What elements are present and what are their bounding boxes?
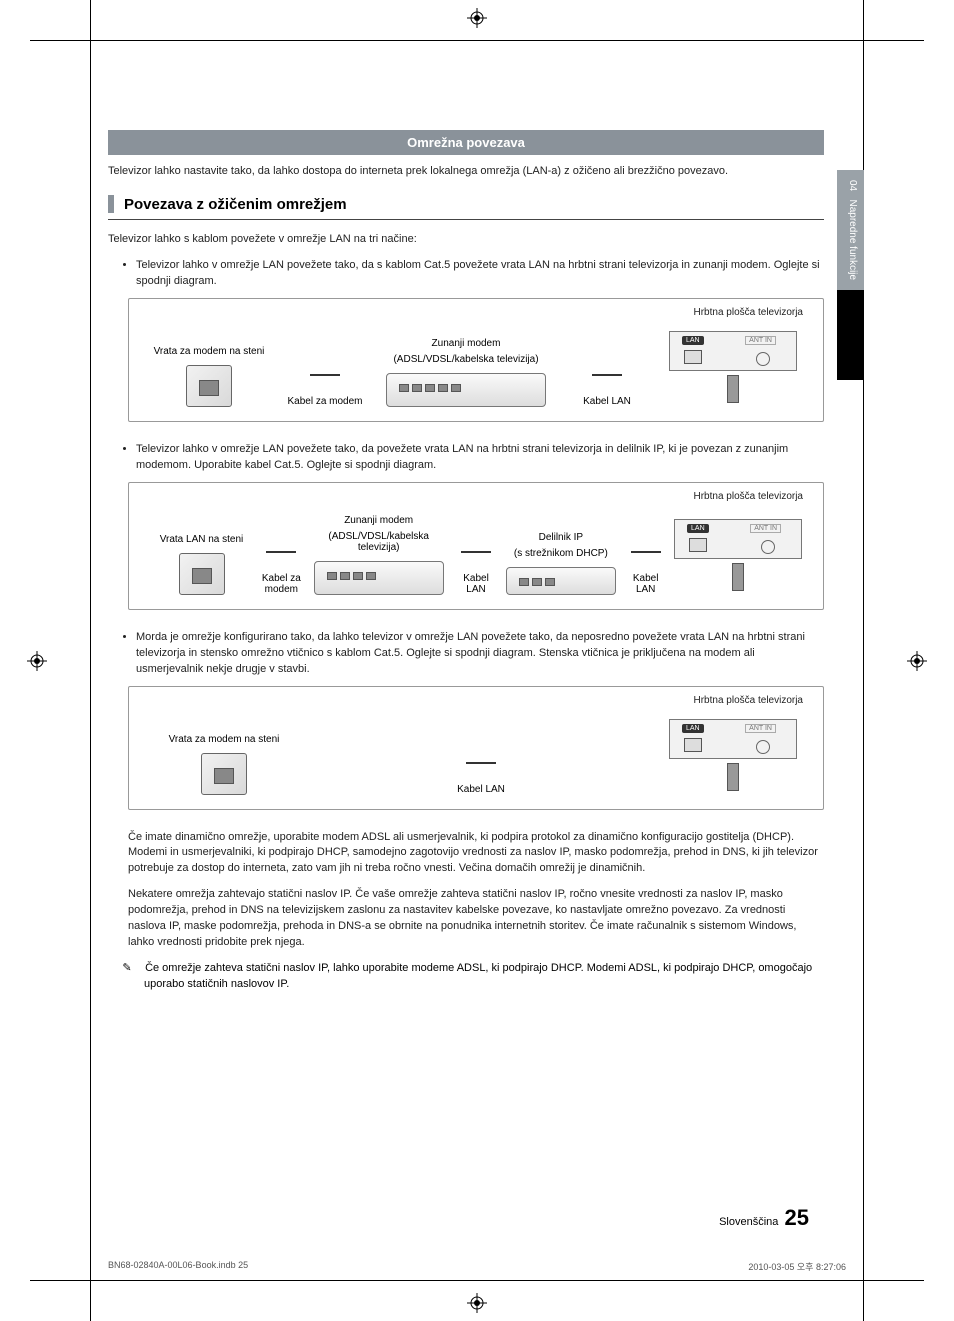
diagram-3: Hrbtna plošča televizorja Vrata za modem… <box>128 686 824 810</box>
modem-icon <box>386 373 546 407</box>
tv-label: Hrbtna plošča televizorja <box>694 695 804 706</box>
section-title: Omrežna povezava <box>108 130 824 155</box>
wall-port-icon <box>179 553 225 595</box>
tv-label: Hrbtna plošča televizorja <box>694 491 804 502</box>
plug-icon <box>732 563 744 591</box>
modem-sublabel: (ADSL/VDSL/kabelska televizija) <box>309 531 449 553</box>
router-label: Delilnik IP <box>539 532 583 543</box>
ant-port-label: ANT IN <box>745 724 776 733</box>
plug-icon <box>727 763 739 791</box>
note-icon: ✎ <box>128 961 142 977</box>
registration-mark-icon <box>467 8 487 28</box>
wall-port-label: Vrata za modem na steni <box>169 734 280 745</box>
ant-port-label: ANT IN <box>750 524 781 533</box>
footer-timestamp: 2010-03-05 오후 8:27:06 <box>748 1260 846 1273</box>
cable-label: Kabel za modem <box>258 573 305 595</box>
tv-panel-icon: LAN ANT IN <box>674 519 802 559</box>
lan-port-label: LAN <box>682 724 704 733</box>
registration-mark-icon <box>27 651 47 671</box>
modem-sublabel: (ADSL/VDSL/kabelska televizija) <box>393 354 538 365</box>
cable-label: Kabel za modem <box>287 396 362 407</box>
diagram-2: Hrbtna plošča televizorja Vrata LAN na s… <box>128 482 824 610</box>
modem-label: Zunanji modem <box>344 515 413 526</box>
registration-mark-icon <box>467 1293 487 1313</box>
tv-panel-icon: LAN ANT IN <box>669 331 797 371</box>
intro-text: Televizor lahko nastavite tako, da lahko… <box>108 165 824 177</box>
plug-icon <box>727 375 739 403</box>
router-sublabel: (s strežnikom DHCP) <box>514 548 608 559</box>
lan-port-label: LAN <box>687 524 709 533</box>
wall-port-label: Vrata LAN na steni <box>160 534 244 545</box>
chapter-number: 04 <box>847 180 858 191</box>
sub-header-title: Povezava z ožičenim omrežjem <box>124 196 347 213</box>
wall-port-icon <box>186 365 232 407</box>
cable-label: Kabel LAN <box>457 784 505 795</box>
footer-filename: BN68-02840A-00L06-Book.indb 25 <box>108 1260 248 1273</box>
side-tab: 04 Napredne funkcije <box>837 170 864 380</box>
wall-port-label: Vrata za modem na steni <box>154 346 265 357</box>
sub-header: Povezava z ožičenim omrežjem <box>108 195 824 220</box>
page-number-value: 25 <box>785 1205 809 1230</box>
cable-label: Kabel LAN <box>622 573 669 595</box>
header-marker-icon <box>108 195 114 213</box>
lan-port-label: LAN <box>682 336 704 345</box>
tv-label: Hrbtna plošča televizorja <box>694 307 804 318</box>
cable-label: Kabel LAN <box>583 396 631 407</box>
paragraph: Nekatere omrežja zahtevajo statični nasl… <box>128 887 824 951</box>
chapter-label: Napredne funkcije <box>847 199 858 280</box>
router-icon <box>506 567 616 595</box>
page-language: Slovenščina <box>719 1216 778 1228</box>
modem-icon <box>314 561 444 595</box>
cable-label: Kabel LAN <box>453 573 500 595</box>
diagram-1: Hrbtna plošča televizorja Vrata za modem… <box>128 298 824 422</box>
list-item: Televizor lahko v omrežje LAN povežete t… <box>136 442 824 474</box>
page-number: Slovenščina 25 <box>719 1205 809 1231</box>
list-item: Morda je omrežje konfigurirano tako, da … <box>136 630 824 678</box>
ant-port-label: ANT IN <box>745 336 776 345</box>
paragraph: Če imate dinamično omrežje, uporabite mo… <box>128 830 824 878</box>
print-footer: BN68-02840A-00L06-Book.indb 25 2010-03-0… <box>90 1260 864 1281</box>
wall-port-icon <box>201 753 247 795</box>
tv-panel-icon: LAN ANT IN <box>669 719 797 759</box>
note-text: Če omrežje zahteva statični naslov IP, l… <box>144 962 812 990</box>
list-item: Televizor lahko v omrežje LAN povežete t… <box>136 258 824 290</box>
paragraph: Televizor lahko s kablom povežete v omre… <box>108 232 824 248</box>
modem-label: Zunanji modem <box>432 338 501 349</box>
note-paragraph: ✎ Če omrežje zahteva statični naslov IP,… <box>128 961 824 993</box>
registration-mark-icon <box>907 651 927 671</box>
